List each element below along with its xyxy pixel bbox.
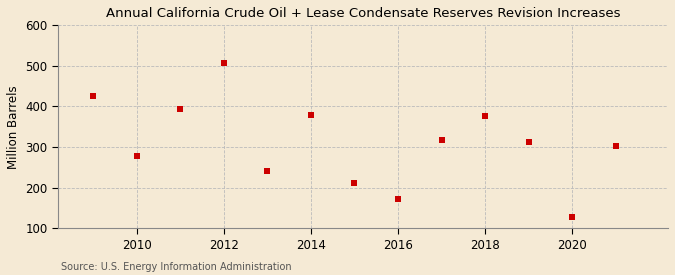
Point	[523, 140, 534, 144]
Point	[567, 214, 578, 219]
Point	[480, 114, 491, 118]
Point	[610, 144, 621, 148]
Text: Source: U.S. Energy Information Administration: Source: U.S. Energy Information Administ…	[61, 262, 292, 272]
Point	[175, 107, 186, 111]
Point	[436, 138, 447, 142]
Title: Annual California Crude Oil + Lease Condensate Reserves Revision Increases: Annual California Crude Oil + Lease Cond…	[106, 7, 620, 20]
Y-axis label: Million Barrels: Million Barrels	[7, 85, 20, 169]
Point	[349, 180, 360, 185]
Point	[305, 112, 316, 117]
Point	[262, 169, 273, 174]
Point	[218, 61, 229, 65]
Point	[88, 94, 99, 98]
Point	[393, 196, 404, 201]
Point	[131, 154, 142, 158]
